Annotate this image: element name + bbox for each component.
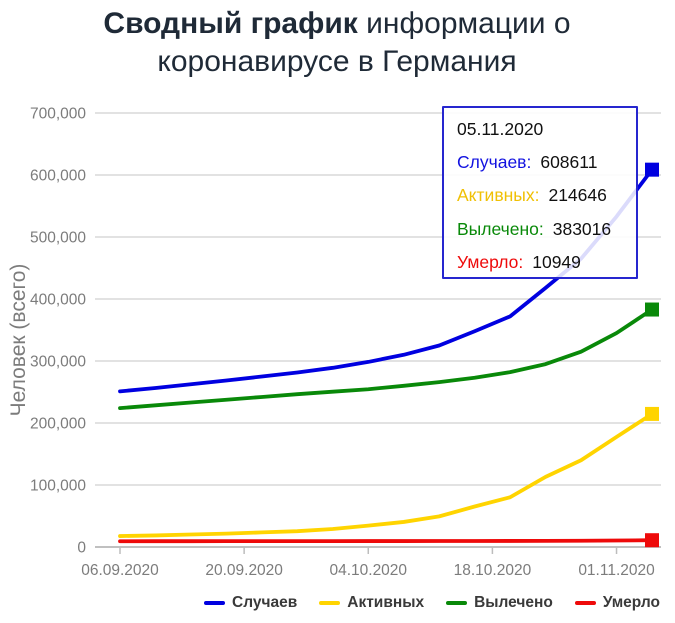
tooltip-row-value: 214646	[548, 185, 607, 206]
page-title-rest: информации о коронавирусе в Германия	[157, 7, 571, 78]
tooltip-row-value: 383016	[552, 218, 612, 239]
x-tick-label: 18.10.2020	[454, 562, 532, 579]
series-end-marker-Вылечено[interactable]	[645, 302, 659, 317]
tooltip-row: Вылечено: 383016	[457, 213, 636, 246]
y-tick-label: 500,000	[30, 230, 86, 247]
tooltip-row-value: 608611	[540, 152, 598, 173]
tooltip-row: Активных: 214646	[457, 179, 636, 212]
tooltip-row-label: Вылечено:	[457, 218, 544, 239]
y-tick-label: 700,000	[30, 106, 86, 123]
x-tick-label: 01.11.2020	[578, 562, 655, 579]
y-tick-label: 0	[77, 540, 86, 557]
series-line-Умерло	[118, 538, 654, 544]
legend-item-Вылечено[interactable]: Вылечено	[446, 594, 553, 612]
y-tick-label: 600,000	[30, 168, 86, 185]
legend-item-Случаев[interactable]: Случаев	[204, 594, 297, 612]
chart-legend: Случаев Активных Вылечено Умерло	[0, 594, 660, 612]
page-title-bold: Сводный график	[103, 7, 358, 40]
tooltip-date: 05.11.2020	[457, 119, 544, 139]
y-tick-label: 400,000	[30, 292, 86, 309]
tooltip-row-label: Случаев:	[457, 152, 532, 173]
tooltip-row: Умерло: 10949	[457, 246, 636, 279]
legend-label: Умерло	[602, 594, 660, 611]
series-line-Вылечено	[118, 307, 654, 411]
tooltip-row-label: Активных:	[457, 185, 540, 206]
y-tick-label: 100,000	[30, 478, 86, 495]
y-tick-label: 300,000	[30, 354, 86, 371]
tooltip-rows: Случаев: 608611 Активных: 214646 Вылечено: 38…	[457, 146, 636, 279]
x-tick-label: 20.09.2020	[205, 562, 283, 579]
series-end-marker-Случаев[interactable]	[645, 162, 659, 177]
y-axis-title: Человек (всего)	[7, 264, 30, 417]
legend-item-Активных[interactable]: Активных	[319, 594, 424, 612]
legend-label: Вылечено	[474, 594, 553, 611]
legend-dash-icon	[319, 601, 341, 605]
x-tick-label: 04.10.2020	[329, 562, 407, 579]
series-end-marker-Умерло[interactable]	[645, 533, 659, 548]
legend-label: Случаев	[232, 594, 298, 611]
y-tick-label: 200,000	[30, 416, 86, 433]
chart-tooltip: 05.11.2020 Случаев: 608611 Активных: 214646…	[442, 106, 638, 279]
legend-dash-icon	[204, 601, 226, 605]
tooltip-row-value: 10949	[532, 251, 581, 272]
legend-dash-icon	[446, 601, 468, 605]
legend-item-Умерло[interactable]: Умерло	[574, 594, 660, 612]
series-end-marker-Активных[interactable]	[645, 406, 659, 421]
series-line-Активных	[118, 412, 654, 538]
tooltip-row: Случаев: 608611	[457, 146, 636, 179]
legend-label: Активных	[347, 594, 425, 611]
tooltip-row-label: Умерло:	[457, 251, 524, 272]
x-tick-label: 06.09.2020	[81, 562, 159, 579]
legend-dash-icon	[574, 601, 596, 605]
page-title: Сводный график информации о коронавирусе…	[47, 5, 627, 81]
chart-svg[interactable]: 0 100,000 200,000 300,000 400,000 500,000 600,…	[0, 85, 675, 590]
